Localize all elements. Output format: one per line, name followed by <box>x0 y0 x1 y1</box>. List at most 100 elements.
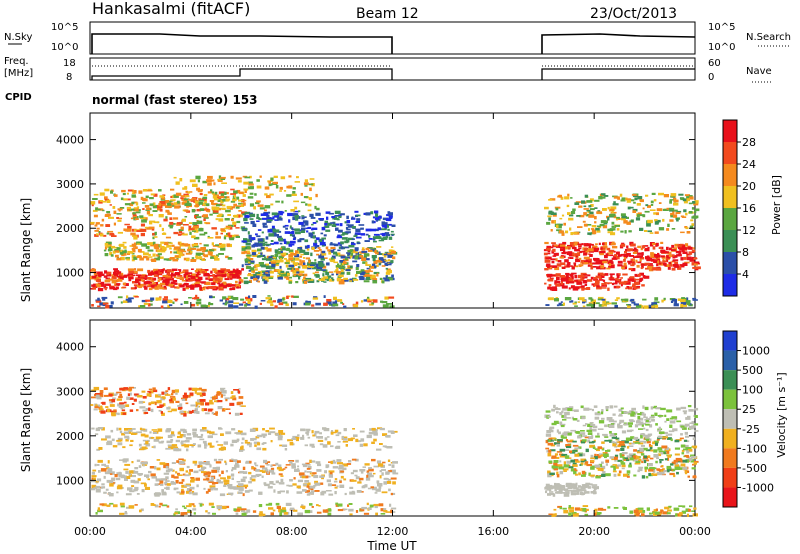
power-echo <box>136 216 139 220</box>
power-echo <box>380 228 387 231</box>
velocity-echo <box>241 445 244 449</box>
velocity-echo <box>355 438 359 443</box>
power-echo <box>372 216 376 219</box>
velocity-echo <box>220 390 227 394</box>
velocity-echo <box>207 435 213 439</box>
power-echo <box>166 278 172 281</box>
power-echo <box>362 261 368 264</box>
velocity-echo <box>365 477 371 481</box>
power-echo <box>304 245 308 249</box>
velocity-echo <box>270 464 277 466</box>
velocity-echo <box>334 486 338 489</box>
power-echo <box>339 244 342 247</box>
power-echo <box>340 241 344 245</box>
velocity-echo <box>109 473 113 475</box>
power-echo <box>104 242 109 246</box>
power-echo <box>172 223 176 225</box>
power-echo <box>130 287 137 290</box>
power-echo <box>548 217 551 221</box>
power-echo <box>221 274 227 276</box>
power-echo <box>207 250 212 254</box>
power-echo <box>606 282 612 284</box>
power-echo <box>107 230 114 233</box>
power-echo <box>227 232 231 236</box>
power-echo <box>311 247 315 250</box>
power-echo <box>388 296 395 299</box>
power-echo <box>330 259 334 263</box>
power-echo <box>104 287 107 291</box>
power-echo <box>334 210 341 214</box>
velocity-echo <box>300 428 306 432</box>
power-echo <box>654 305 659 309</box>
power-echo <box>319 267 323 271</box>
power-echo <box>556 229 562 232</box>
power-echo <box>674 264 679 268</box>
power-echo <box>570 275 573 278</box>
power-echo <box>97 297 100 301</box>
velocity-echo <box>693 461 697 465</box>
power-echo <box>250 267 255 271</box>
power-echo <box>626 221 631 225</box>
power-echo <box>564 251 570 254</box>
power-echo <box>607 287 610 291</box>
power-echo <box>127 268 134 271</box>
power-echo <box>333 261 339 264</box>
power-echo <box>624 230 627 234</box>
velocity-echo <box>195 477 200 481</box>
velocity-echo <box>180 428 185 432</box>
velocity-echo <box>629 462 632 466</box>
velocity-echo <box>91 471 95 475</box>
power-echo <box>685 302 690 305</box>
power-echo <box>190 303 196 307</box>
velocity-echo <box>91 396 96 399</box>
velocity-echo <box>156 483 161 485</box>
power-echo <box>346 271 351 275</box>
power-echo <box>153 221 160 224</box>
power-echo <box>247 231 250 235</box>
velocity-echo <box>614 456 618 460</box>
power-echo <box>188 199 194 201</box>
power-echo <box>142 189 148 192</box>
power-echo <box>181 202 187 205</box>
power-echo <box>111 279 117 284</box>
power-echo <box>184 282 188 285</box>
velocity-echo <box>153 389 158 393</box>
velocity-echo <box>314 482 321 486</box>
velocity-echo <box>556 411 559 414</box>
power-echo <box>160 305 164 309</box>
power-echo <box>661 299 666 302</box>
power-echo <box>682 198 688 202</box>
velocity-echo <box>223 482 230 485</box>
velocity-echo <box>234 464 240 468</box>
power-echo <box>370 228 376 232</box>
power-echo <box>159 201 166 205</box>
velocity-echo <box>389 503 392 507</box>
velocity-echo <box>601 417 605 420</box>
power-echo <box>192 229 196 232</box>
power-echo <box>116 257 122 261</box>
power-echo <box>315 302 321 306</box>
power-echo <box>669 264 673 267</box>
power-echo <box>139 275 145 278</box>
velocity-echo <box>267 432 272 435</box>
power-echo <box>355 220 360 223</box>
velocity-echo <box>635 411 638 414</box>
power-echo <box>670 300 674 303</box>
power-echo <box>244 176 250 179</box>
power-echo <box>116 275 121 278</box>
power-echo <box>138 305 142 308</box>
velocity-echo <box>379 470 382 473</box>
power-echo <box>92 209 98 212</box>
power-echo <box>550 212 557 215</box>
velocity-echo <box>146 476 149 479</box>
power-echo <box>277 259 280 262</box>
velocity-echo <box>166 505 170 508</box>
velocity-echo <box>355 510 359 513</box>
power-echo <box>379 277 383 280</box>
velocity-echo <box>366 470 370 473</box>
velocity-echo <box>310 490 315 493</box>
power-echo <box>206 179 212 183</box>
power-echo <box>214 206 220 211</box>
velocity-echo <box>615 437 620 440</box>
velocity-echo <box>184 474 190 477</box>
